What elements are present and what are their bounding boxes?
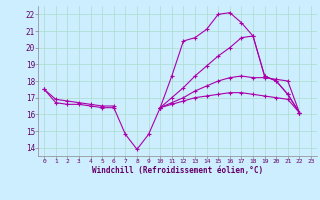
X-axis label: Windchill (Refroidissement éolien,°C): Windchill (Refroidissement éolien,°C) — [92, 166, 263, 175]
